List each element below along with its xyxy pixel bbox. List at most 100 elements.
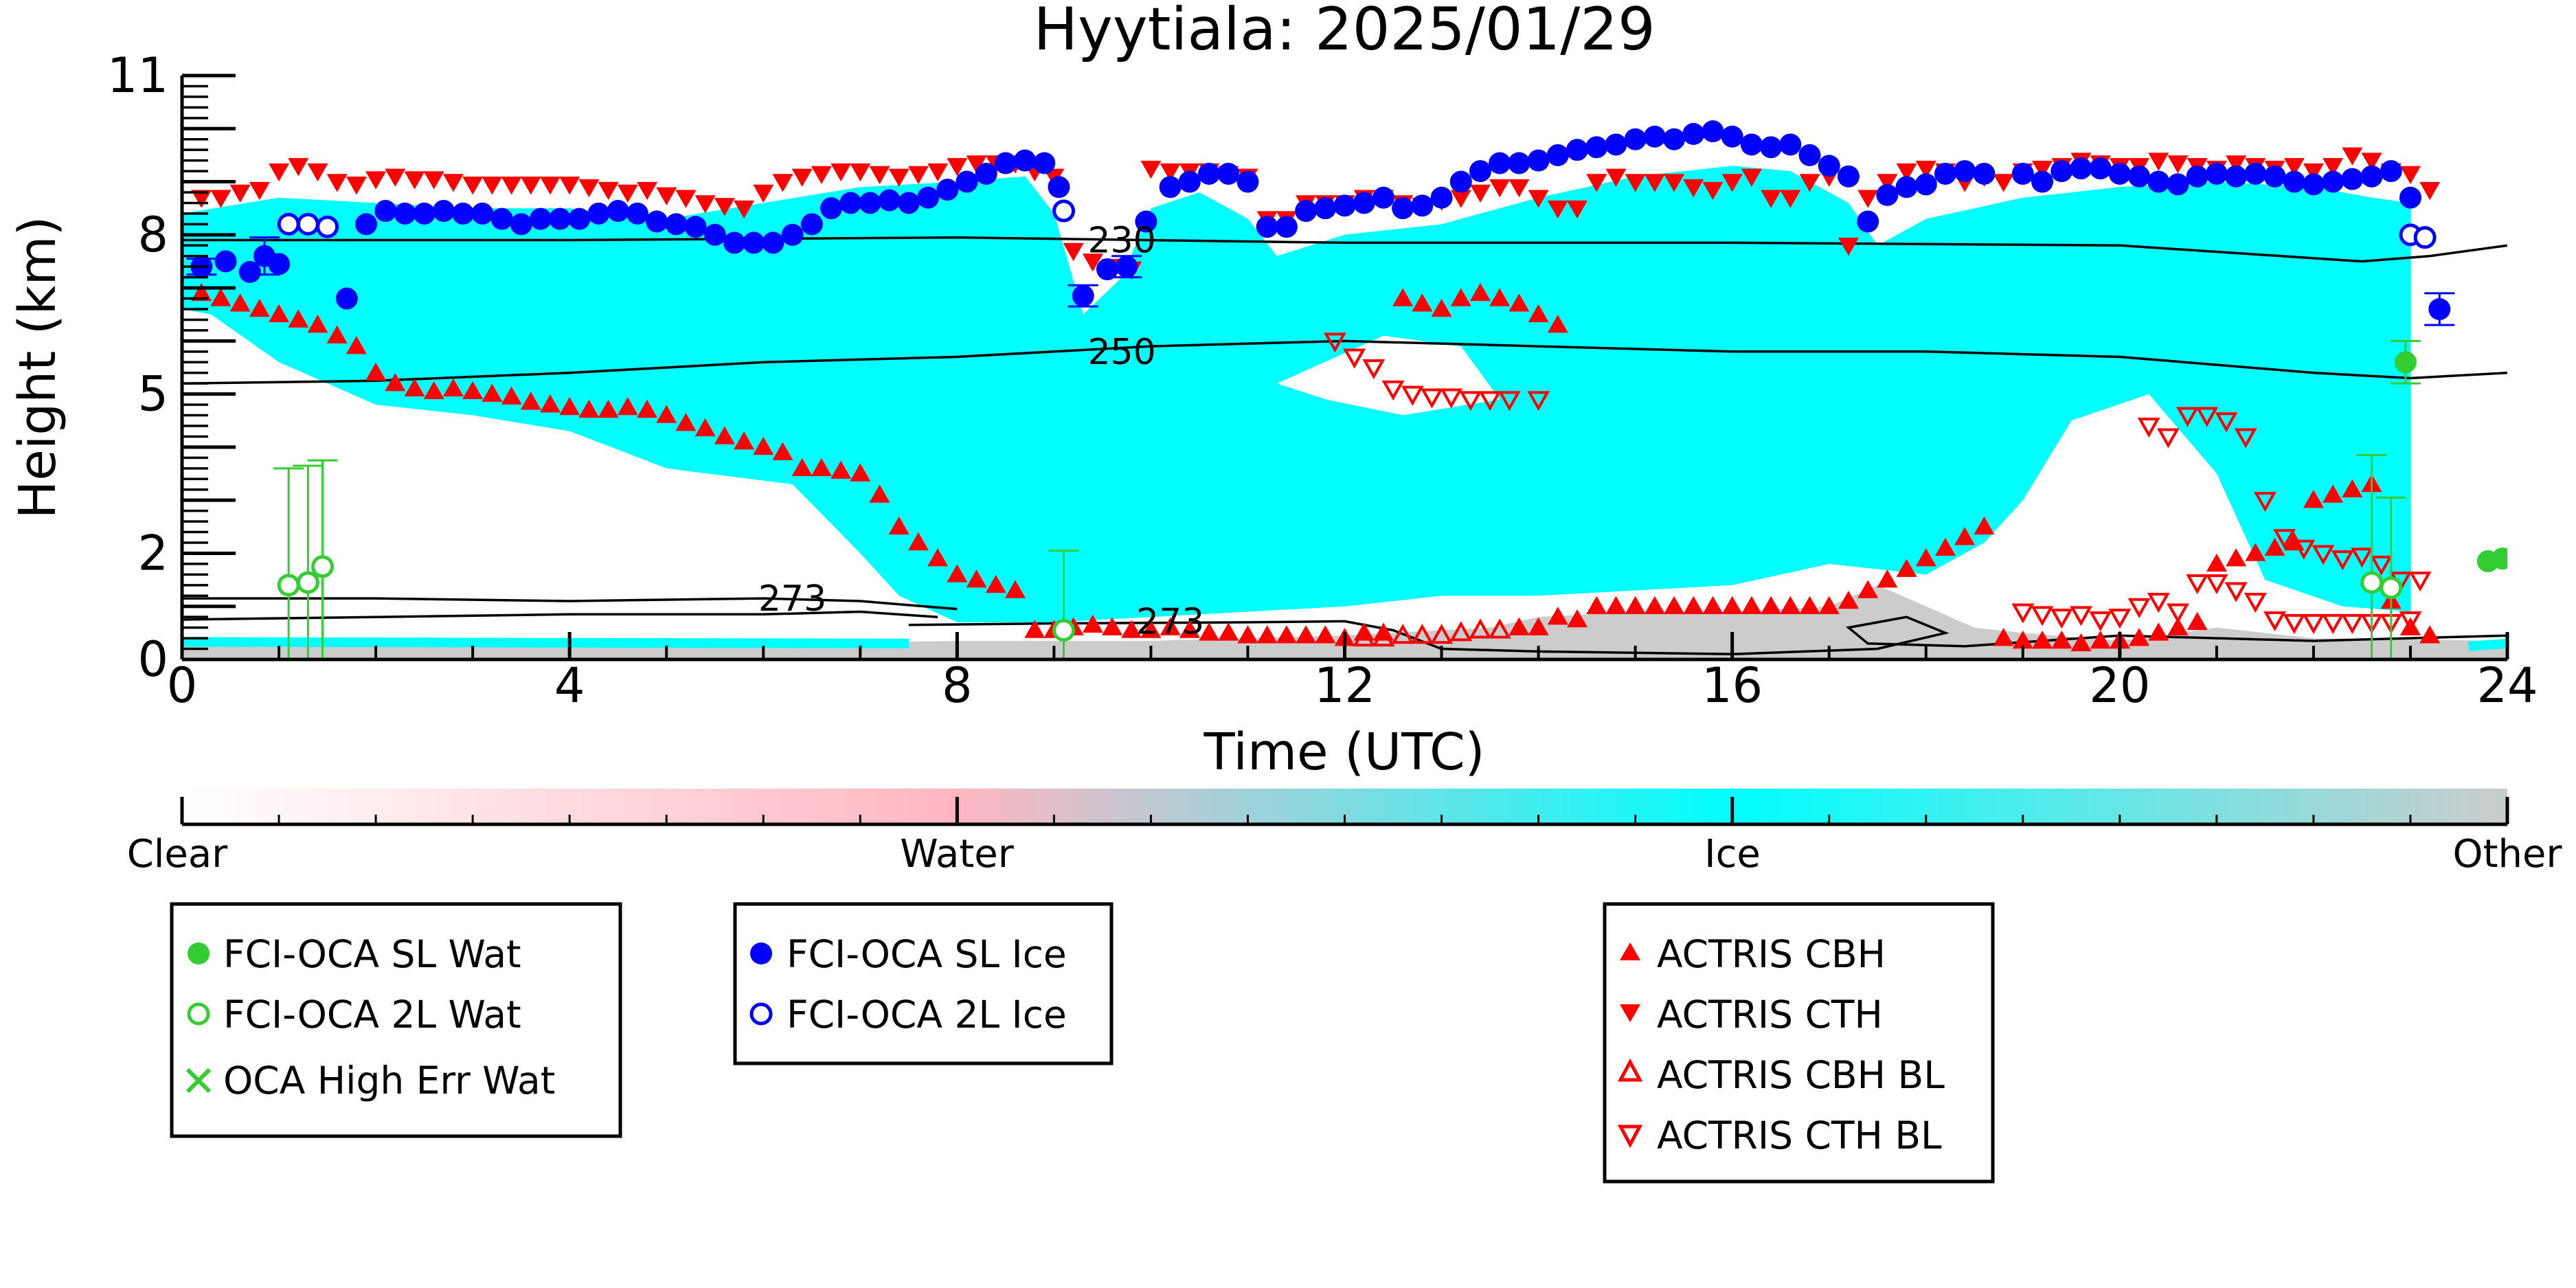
x-marker-icon — [185, 1067, 212, 1094]
data-point — [1702, 181, 1724, 201]
data-point — [2323, 484, 2344, 503]
data-point — [326, 174, 348, 192]
legend-item-high-err-wat: OCA High Err Wat — [185, 1059, 555, 1103]
data-point — [811, 457, 832, 477]
legend-item-sl-ice: FCI-OCA SL Ice — [750, 932, 1067, 976]
data-point — [2186, 574, 2209, 595]
data-point — [1605, 133, 1627, 156]
legend-actris: ACTRIS CBH ACTRIS CTH ACTRIS CBH BL ACTR… — [1603, 902, 1995, 1184]
data-point — [404, 378, 425, 397]
data-point — [1896, 558, 1917, 577]
data-point — [831, 163, 852, 182]
data-point — [811, 166, 832, 184]
data-point — [2108, 609, 2132, 629]
data-point — [1528, 190, 1549, 208]
legend-item-sl-wat: FCI-OCA SL Wat — [188, 932, 521, 976]
data-point — [1033, 152, 1056, 174]
temperature-contour-line — [182, 236, 2507, 263]
data-point — [734, 200, 755, 219]
data-point — [820, 197, 842, 220]
data-point — [1915, 548, 1936, 567]
data-point — [1198, 162, 1221, 185]
data-point — [2167, 617, 2189, 635]
data-point — [1488, 618, 1511, 639]
data-point — [1664, 174, 1685, 192]
data-point — [607, 200, 629, 223]
legend-label: FCI-OCA 2L Ice — [787, 993, 1067, 1037]
data-point — [947, 158, 968, 177]
data-point — [1102, 617, 1122, 635]
data-point — [249, 299, 270, 317]
data-point — [442, 378, 464, 397]
data-point — [1954, 160, 1976, 183]
data-point — [1160, 163, 1181, 182]
data-point — [482, 383, 503, 402]
data-point — [947, 564, 968, 583]
data-point — [2225, 165, 2248, 188]
data-point — [559, 396, 580, 416]
data-point — [1934, 162, 1956, 185]
other-region — [182, 585, 2507, 659]
colorbar-label-ice: Ice — [1704, 832, 1761, 877]
data-point — [1508, 152, 1530, 174]
x-ticks: 0 4 8 12 16 20 24 — [167, 632, 2538, 714]
data-point — [1082, 614, 1103, 633]
data-point — [249, 181, 270, 201]
y-tick-label: 2 — [137, 525, 168, 581]
data-point — [1546, 144, 1569, 166]
data-point — [462, 381, 484, 400]
plot-area — [182, 120, 2507, 659]
data-point — [490, 207, 513, 230]
legend-item-cth-bl: ACTRIS CTH BL — [1617, 1114, 1942, 1157]
data-point — [1780, 190, 1801, 208]
data-point — [1625, 174, 1646, 192]
data-point — [2032, 160, 2053, 179]
data-point — [1915, 160, 1936, 179]
y-tick-label: 0 — [137, 631, 168, 688]
data-point — [2491, 547, 2507, 570]
data-point — [510, 213, 532, 236]
data-point — [2148, 622, 2169, 641]
data-point — [936, 179, 959, 201]
data-point — [966, 569, 987, 588]
data-point — [1489, 179, 1511, 198]
data-point — [1160, 617, 1181, 635]
data-point — [694, 418, 716, 437]
data-point — [1877, 569, 1898, 588]
data-point — [781, 223, 804, 246]
y-tick-label: 5 — [137, 366, 168, 422]
data-point — [1353, 192, 1375, 214]
legend-item-2l-wat: FCI-OCA 2L Wat — [187, 993, 521, 1037]
data-point — [394, 202, 416, 225]
data-point — [520, 177, 541, 195]
data-point — [2206, 553, 2227, 572]
data-point — [2331, 550, 2354, 571]
data-point — [1412, 293, 1433, 312]
data-point — [1857, 580, 1879, 598]
data-point — [346, 336, 367, 354]
data-point — [568, 207, 591, 230]
open-circle-icon — [749, 1002, 773, 1026]
x-tick-label: 0 — [167, 657, 198, 714]
data-point — [1547, 607, 1568, 625]
data-point — [2399, 186, 2421, 209]
data-point — [617, 396, 638, 416]
colorbar-label-water: Water — [900, 832, 1015, 877]
data-point — [1431, 299, 1452, 317]
data-point — [2283, 158, 2305, 177]
data-point — [296, 571, 319, 594]
data-point — [1421, 388, 1443, 409]
filled-triangle-down-icon — [1620, 1004, 1640, 1022]
data-point — [1567, 609, 1588, 628]
legend-item-cbh: ACTRIS CBH — [1620, 932, 1886, 976]
data-point — [1489, 152, 1511, 174]
data-point — [1469, 184, 1491, 203]
data-point — [1914, 173, 1937, 196]
data-point — [714, 426, 735, 444]
axes: 0 4 8 12 16 20 24 0 2 5 8 11 — [107, 47, 2538, 714]
filled-triangle-up-icon — [1620, 942, 1640, 960]
chart-title: Hyytiala: 2025/01/29 — [1033, 0, 1655, 64]
legend-water: FCI-OCA SL Wat FCI-OCA 2L Wat OCA High E… — [170, 902, 622, 1138]
open-triangle-up-icon — [1617, 1058, 1643, 1082]
data-point — [1082, 253, 1103, 272]
